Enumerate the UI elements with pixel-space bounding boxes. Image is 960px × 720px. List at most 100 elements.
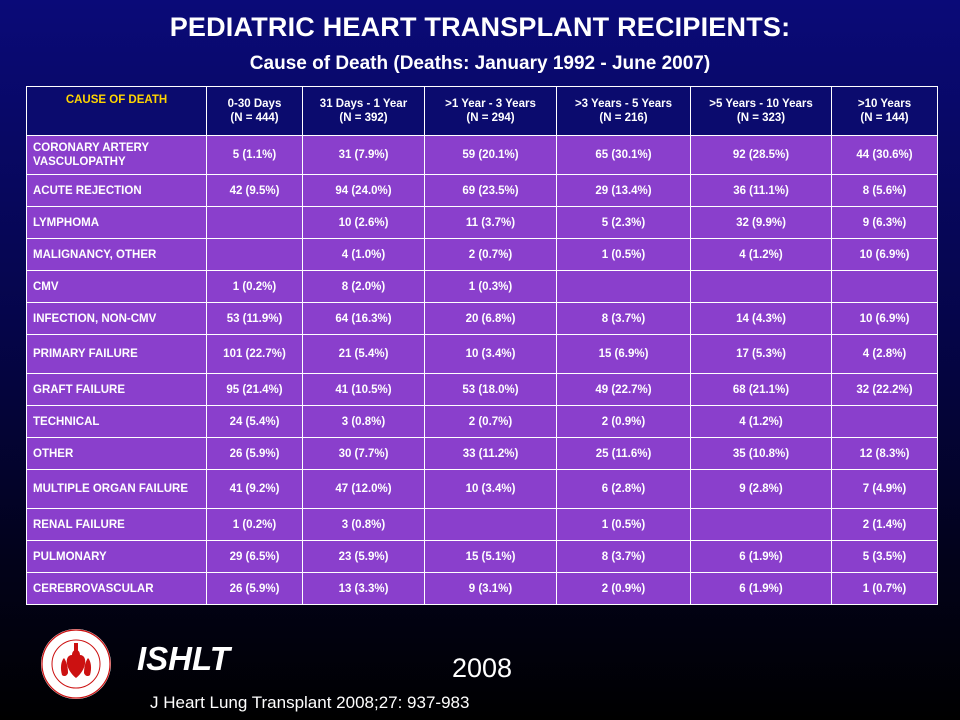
table-row: ACUTE REJECTION 42 (9.5%) 94 (24.0%) 69 (23… — [26, 174, 938, 207]
table-row: PRIMARY FAILURE 101 (22.7%) 21 (5.4%) 10 (3… — [26, 334, 938, 374]
cause-cell: MULTIPLE ORGAN FAILURE — [26, 469, 207, 509]
value-cell: 6 (1.9%) — [690, 540, 832, 573]
value-cell: 2 (0.7%) — [424, 405, 557, 438]
value-cell: 1 (0.5%) — [556, 508, 691, 541]
column-header-n: (N = 216) — [599, 112, 648, 124]
value-cell: 29 (6.5%) — [206, 540, 303, 573]
value-cell: 2 (1.4%) — [831, 508, 938, 541]
cause-of-death-table: CAUSE OF DEATH 0-30 Days (N = 444) 31 Days … — [26, 86, 938, 605]
column-header: >5 Years - 10 Years (N = 323) — [690, 86, 832, 136]
value-cell: 1 (0.2%) — [206, 270, 303, 303]
table-row: OTHER 26 (5.9%) 30 (7.7%) 33 (11.2%) 25 (11.… — [26, 437, 938, 470]
value-cell: 8 (3.7%) — [556, 302, 691, 335]
table-row: TECHNICAL 24 (5.4%) 3 (0.8%) 2 (0.7%) 2 (0.9… — [26, 405, 938, 438]
value-cell: 13 (3.3%) — [302, 572, 425, 605]
value-cell: 8 (5.6%) — [831, 174, 938, 207]
value-cell: 101 (22.7%) — [206, 334, 303, 374]
value-cell — [690, 270, 832, 303]
column-header-n: (N = 294) — [466, 112, 515, 124]
value-cell: 36 (11.1%) — [690, 174, 832, 207]
table-row: MALIGNANCY, OTHER 4 (1.0%) 2 (0.7%) 1 (0.5%… — [26, 238, 938, 271]
value-cell: 26 (5.9%) — [206, 437, 303, 470]
cause-cell: GRAFT FAILURE — [26, 373, 207, 406]
value-cell: 2 (0.9%) — [556, 572, 691, 605]
table-row: CMV 1 (0.2%) 8 (2.0%) 1 (0.3%) — [26, 270, 938, 303]
column-header-n: (N = 392) — [339, 112, 388, 124]
value-cell: 21 (5.4%) — [302, 334, 425, 374]
value-cell: 14 (4.3%) — [690, 302, 832, 335]
column-header: >1 Year - 3 Years (N = 294) — [424, 86, 557, 136]
value-cell: 53 (18.0%) — [424, 373, 557, 406]
value-cell: 4 (1.0%) — [302, 238, 425, 271]
value-cell: 25 (11.6%) — [556, 437, 691, 470]
value-cell: 5 (1.1%) — [206, 135, 303, 175]
cause-cell: PULMONARY — [26, 540, 207, 573]
value-cell: 10 (6.9%) — [831, 302, 938, 335]
value-cell: 20 (6.8%) — [424, 302, 557, 335]
column-header-label: 0-30 Days — [227, 98, 282, 110]
value-cell: 3 (0.8%) — [302, 508, 425, 541]
cause-cell: CMV — [26, 270, 207, 303]
cause-cell: MALIGNANCY, OTHER — [26, 238, 207, 271]
value-cell: 9 (2.8%) — [690, 469, 832, 509]
header-row: CAUSE OF DEATH 0-30 Days (N = 444) 31 Days … — [26, 86, 938, 136]
column-header: 31 Days - 1 Year (N = 392) — [302, 86, 425, 136]
value-cell: 41 (9.2%) — [206, 469, 303, 509]
value-cell: 64 (16.3%) — [302, 302, 425, 335]
column-header: >10 Years (N = 144) — [831, 86, 938, 136]
cause-cell: INFECTION, NON-CMV — [26, 302, 207, 335]
value-cell: 10 (6.9%) — [831, 238, 938, 271]
value-cell: 11 (3.7%) — [424, 206, 557, 239]
citation-text: J Heart Lung Transplant 2008;27: 937-983 — [150, 693, 470, 712]
table-row: GRAFT FAILURE 95 (21.4%) 41 (10.5%) 53 (18.… — [26, 373, 938, 406]
column-header-n: (N = 444) — [230, 112, 279, 124]
value-cell: 69 (23.5%) — [424, 174, 557, 207]
column-header-label: >3 Years - 5 Years — [574, 98, 673, 110]
value-cell: 53 (11.9%) — [206, 302, 303, 335]
value-cell: 33 (11.2%) — [424, 437, 557, 470]
column-header-label: >10 Years — [857, 98, 912, 110]
value-cell — [206, 206, 303, 239]
value-cell: 42 (9.5%) — [206, 174, 303, 207]
column-header-cause: CAUSE OF DEATH — [26, 86, 207, 136]
value-cell: 26 (5.9%) — [206, 572, 303, 605]
slide-title: PEDIATRIC HEART TRANSPLANT RECIPIENTS: — [169, 12, 791, 42]
value-cell: 59 (20.1%) — [424, 135, 557, 175]
value-cell: 32 (22.2%) — [831, 373, 938, 406]
value-cell: 49 (22.7%) — [556, 373, 691, 406]
table-row: CEREBROVASCULAR 26 (5.9%) 13 (3.3%) 9 (3.1%… — [26, 572, 938, 605]
value-cell: 41 (10.5%) — [302, 373, 425, 406]
column-header-label: >1 Year - 3 Years — [445, 98, 536, 110]
value-cell: 44 (30.6%) — [831, 135, 938, 175]
column-header-label: >5 Years - 10 Years — [709, 98, 813, 110]
table-row: PULMONARY 29 (6.5%) 23 (5.9%) 15 (5.1%) 8 (3… — [26, 540, 938, 573]
value-cell: 24 (5.4%) — [206, 405, 303, 438]
value-cell: 8 (2.0%) — [302, 270, 425, 303]
value-cell: 1 (0.5%) — [556, 238, 691, 271]
table-header: CAUSE OF DEATH 0-30 Days (N = 444) 31 Days … — [26, 86, 938, 136]
value-cell: 8 (3.7%) — [556, 540, 691, 573]
value-cell: 4 (1.2%) — [690, 405, 832, 438]
value-cell: 6 (2.8%) — [556, 469, 691, 509]
value-cell — [206, 238, 303, 271]
table-row: RENAL FAILURE 1 (0.2%) 3 (0.8%) 1 (0.5%) 2 (… — [26, 508, 938, 541]
value-cell: 5 (3.5%) — [831, 540, 938, 573]
cause-cell: CORONARY ARTERY VASCULOPATHY — [26, 135, 207, 175]
cause-cell: CEREBROVASCULAR — [26, 572, 207, 605]
table-row: INFECTION, NON-CMV 53 (11.9%) 64 (16.3%) 20… — [26, 302, 938, 335]
value-cell — [424, 508, 557, 541]
value-cell: 95 (21.4%) — [206, 373, 303, 406]
value-cell: 68 (21.1%) — [690, 373, 832, 406]
table-row: MULTIPLE ORGAN FAILURE 41 (9.2%) 47 (12.0%… — [26, 469, 938, 509]
ishlt-logo-icon — [41, 629, 111, 699]
value-cell: 1 (0.7%) — [831, 572, 938, 605]
value-cell: 2 (0.9%) — [556, 405, 691, 438]
value-cell: 17 (5.3%) — [690, 334, 832, 374]
value-cell: 15 (6.9%) — [556, 334, 691, 374]
value-cell: 65 (30.1%) — [556, 135, 691, 175]
value-cell: 1 (0.3%) — [424, 270, 557, 303]
value-cell: 9 (6.3%) — [831, 206, 938, 239]
column-header: >3 Years - 5 Years (N = 216) — [556, 86, 691, 136]
value-cell: 15 (5.1%) — [424, 540, 557, 573]
value-cell: 6 (1.9%) — [690, 572, 832, 605]
